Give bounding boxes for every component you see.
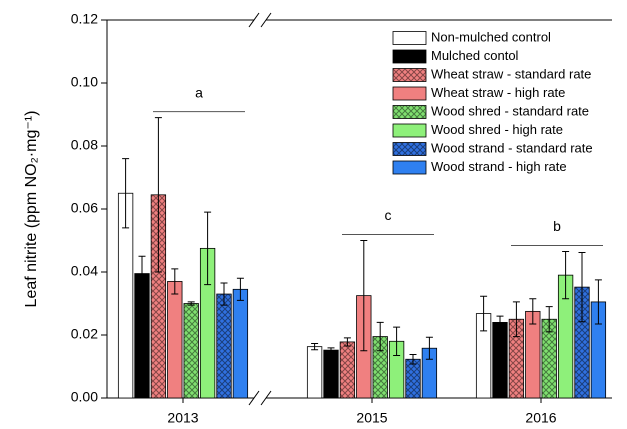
error-bar: [512, 301, 520, 338]
legend-swatch: [392, 160, 427, 175]
error-bar: [122, 158, 130, 229]
bar: [339, 341, 356, 399]
error-bar: [343, 337, 351, 347]
legend-swatch: [392, 49, 427, 64]
error-bar: [376, 321, 384, 352]
legend-label: Wood shred - high rate: [431, 122, 563, 137]
y-tick-label: 0.04: [71, 263, 98, 279]
x-tick-label: 2015: [356, 410, 387, 426]
error-bar: [480, 295, 488, 332]
y-tick-label: 0.10: [71, 74, 98, 90]
error-bar: [393, 326, 401, 356]
legend-label: Wheat straw - standard rate: [431, 66, 591, 81]
axis-break: [248, 390, 260, 406]
bar: [323, 349, 339, 399]
annotation: b: [553, 218, 561, 234]
legend-swatch: [392, 68, 427, 82]
error-bar: [545, 306, 553, 333]
bar: [167, 281, 183, 399]
legend-label: Wood shred - standard rate: [431, 103, 589, 118]
legend-label: Wood strand - high rate: [431, 159, 567, 174]
y-tick-label: 0.02: [71, 326, 98, 342]
y-tick-label: 0.08: [71, 137, 98, 153]
legend-label: Non-mulched control: [431, 29, 551, 44]
error-bar: [204, 211, 212, 286]
error-bar: [154, 117, 162, 273]
bar: [216, 293, 232, 399]
legend-swatch: [392, 86, 427, 101]
error-bar: [311, 343, 319, 351]
error-bar: [425, 336, 433, 360]
error-bar: [578, 251, 586, 323]
legend-swatch: [392, 105, 427, 119]
y-tick-label: 0.12: [71, 11, 98, 27]
annotation: c: [385, 207, 392, 223]
error-bar: [220, 282, 228, 306]
y-axis-label: Leaf nitrite (ppm NO₂·mg⁻¹): [23, 111, 40, 308]
axis-break: [260, 12, 272, 28]
error-bar: [496, 315, 504, 330]
error-bar: [327, 347, 335, 353]
y-tick-label: 0.06: [71, 200, 98, 216]
bar: [232, 288, 249, 399]
legend-swatch: [392, 142, 427, 156]
bar: [492, 321, 508, 399]
x-tick-label: 2013: [167, 410, 198, 426]
error-bar: [138, 255, 146, 292]
bar: [183, 303, 199, 399]
axis-break: [248, 12, 260, 28]
bar: [405, 358, 421, 399]
error-bar: [562, 251, 570, 300]
y-tick-label: 0.00: [71, 389, 98, 405]
legend-label: Wood strand - standard rate: [431, 140, 593, 155]
error-bar: [409, 354, 417, 365]
x-tick-label: 2016: [525, 410, 556, 426]
error-bar: [171, 268, 179, 295]
legend-swatch: [392, 31, 427, 45]
error-bar: [360, 240, 368, 352]
legend-label: Mulched contol: [431, 48, 519, 63]
axis-break: [260, 390, 272, 406]
bar: [134, 273, 150, 399]
error-bar: [529, 298, 537, 325]
error-bar: [236, 277, 244, 301]
bar: [306, 346, 323, 399]
error-bar: [594, 279, 602, 325]
error-bar: [187, 301, 195, 306]
legend-swatch: [392, 123, 427, 138]
legend-label: Wheat straw - high rate: [431, 85, 565, 100]
annotation: a: [195, 84, 203, 100]
